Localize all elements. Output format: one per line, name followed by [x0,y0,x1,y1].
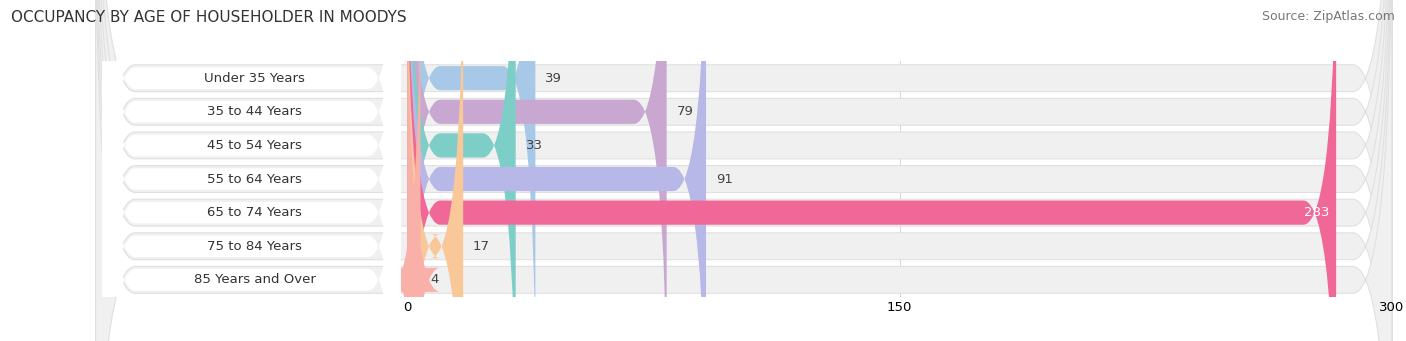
FancyBboxPatch shape [408,0,516,341]
FancyBboxPatch shape [388,0,440,341]
FancyBboxPatch shape [103,0,401,341]
Text: 45 to 54 Years: 45 to 54 Years [207,139,302,152]
Text: 35 to 44 Years: 35 to 44 Years [207,105,302,118]
FancyBboxPatch shape [103,0,401,341]
Text: 91: 91 [716,173,733,186]
Text: Source: ZipAtlas.com: Source: ZipAtlas.com [1261,10,1395,23]
FancyBboxPatch shape [408,0,706,341]
FancyBboxPatch shape [96,0,1392,341]
FancyBboxPatch shape [96,0,1392,341]
Text: 55 to 64 Years: 55 to 64 Years [207,173,302,186]
Text: 283: 283 [1305,206,1330,219]
Text: 39: 39 [546,72,562,85]
Text: 33: 33 [526,139,543,152]
FancyBboxPatch shape [103,0,401,341]
FancyBboxPatch shape [96,0,1392,341]
FancyBboxPatch shape [408,0,536,341]
FancyBboxPatch shape [103,0,401,341]
FancyBboxPatch shape [103,0,401,341]
FancyBboxPatch shape [103,0,401,341]
FancyBboxPatch shape [96,0,1392,341]
Text: 85 Years and Over: 85 Years and Over [194,273,316,286]
Text: 17: 17 [472,240,491,253]
FancyBboxPatch shape [96,0,1392,341]
Text: 4: 4 [430,273,439,286]
Text: OCCUPANCY BY AGE OF HOUSEHOLDER IN MOODYS: OCCUPANCY BY AGE OF HOUSEHOLDER IN MOODY… [11,10,406,25]
FancyBboxPatch shape [96,0,1392,341]
Text: 75 to 84 Years: 75 to 84 Years [207,240,302,253]
FancyBboxPatch shape [96,0,1392,341]
FancyBboxPatch shape [408,0,1336,341]
FancyBboxPatch shape [103,0,401,341]
FancyBboxPatch shape [408,0,666,341]
Text: 65 to 74 Years: 65 to 74 Years [207,206,302,219]
Text: Under 35 Years: Under 35 Years [204,72,305,85]
Text: 79: 79 [676,105,693,118]
FancyBboxPatch shape [408,0,463,341]
